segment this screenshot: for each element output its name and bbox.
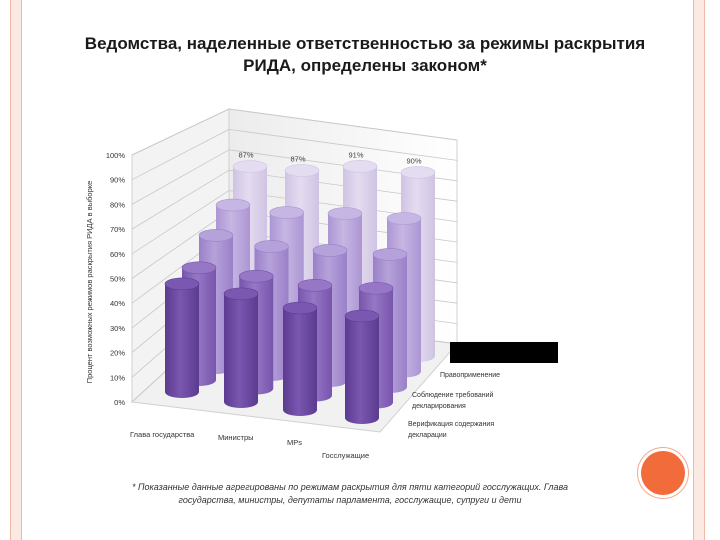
y-tick-label: 80% [110, 200, 125, 209]
data-label: 91% [348, 150, 363, 159]
x-axis-labels: Глава государства Министры MPs Госслужащие [130, 430, 369, 460]
x-tick-label: Госслужащие [322, 451, 369, 460]
gridline-side [131, 210, 230, 279]
footnote: * Показанные данные агрегированы по режи… [110, 481, 590, 507]
y-tick-label: 90% [110, 176, 125, 185]
data-label: 87% [238, 151, 253, 160]
gridline-side [131, 108, 230, 156]
y-tick-label: 10% [110, 373, 125, 382]
y-tick-label: 0% [114, 398, 125, 407]
gridline-side [131, 190, 230, 255]
gridline-back [228, 108, 458, 141]
gridline-back [228, 129, 458, 161]
depth-axis-labels: Правоприменение Соблюдение требований декл… [408, 372, 500, 439]
bar [344, 309, 380, 424]
y-tick-label: 40% [110, 299, 125, 308]
svg-text:Верификация содержания: Верификация содержания [408, 421, 494, 428]
y-tick-label: 30% [110, 324, 125, 333]
bars: 87% 87% 91% 90% [164, 150, 436, 424]
gridline-side [131, 149, 230, 205]
accent-dot [641, 451, 685, 495]
bar [223, 287, 259, 408]
depth-tick-label: Верификация содержания декларации [408, 421, 494, 439]
x-tick-label: MPs [287, 438, 302, 447]
y-tick-label: 60% [110, 250, 125, 259]
depth-tick-label: Правоприменение [440, 372, 500, 379]
svg-text:Соблюдение требований: Соблюдение требований [412, 391, 494, 399]
y-tick-label: 70% [110, 225, 125, 234]
x-tick-label: Министры [218, 433, 254, 442]
title-line-2: РИДА, определены законом* [243, 56, 487, 75]
data-label: 87% [290, 155, 305, 164]
left-decorative-frame [10, 0, 22, 540]
right-decorative-frame [693, 0, 705, 540]
y-tick-label: 20% [110, 349, 125, 358]
svg-text:Правоприменение: Правоприменение [440, 372, 500, 379]
x-tick-label: Глава государства [130, 430, 195, 439]
bar [282, 301, 318, 416]
y-tick-label: 100% [106, 151, 126, 160]
svg-text:декларирования: декларирования [412, 403, 466, 410]
y-axis-ticks: 0% 10% 20% 30% 40% 50% 60% 70% 80% 90% 100% [106, 151, 126, 407]
bar [164, 277, 200, 398]
gridline-side [131, 169, 230, 230]
svg-text:декларации: декларации [408, 432, 447, 439]
y-tick-label: 50% [110, 275, 125, 284]
redaction-box [450, 342, 558, 363]
data-label: 90% [406, 156, 421, 165]
footnote-line-1: * Показанные данные агрегированы по режи… [132, 482, 568, 492]
title-line-1: Ведомства, наделенные ответственностью з… [84, 34, 646, 53]
gridline-side [131, 129, 230, 181]
footnote-line-2: государства, министры, депутаты парламен… [178, 495, 522, 505]
depth-tick-label: Соблюдение требований декларирования [412, 391, 494, 410]
y-axis-label: Процент возможных режимов раскрытия РИДА… [85, 181, 94, 384]
slide-title: Ведомства, наделенные ответственностью з… [60, 33, 670, 77]
